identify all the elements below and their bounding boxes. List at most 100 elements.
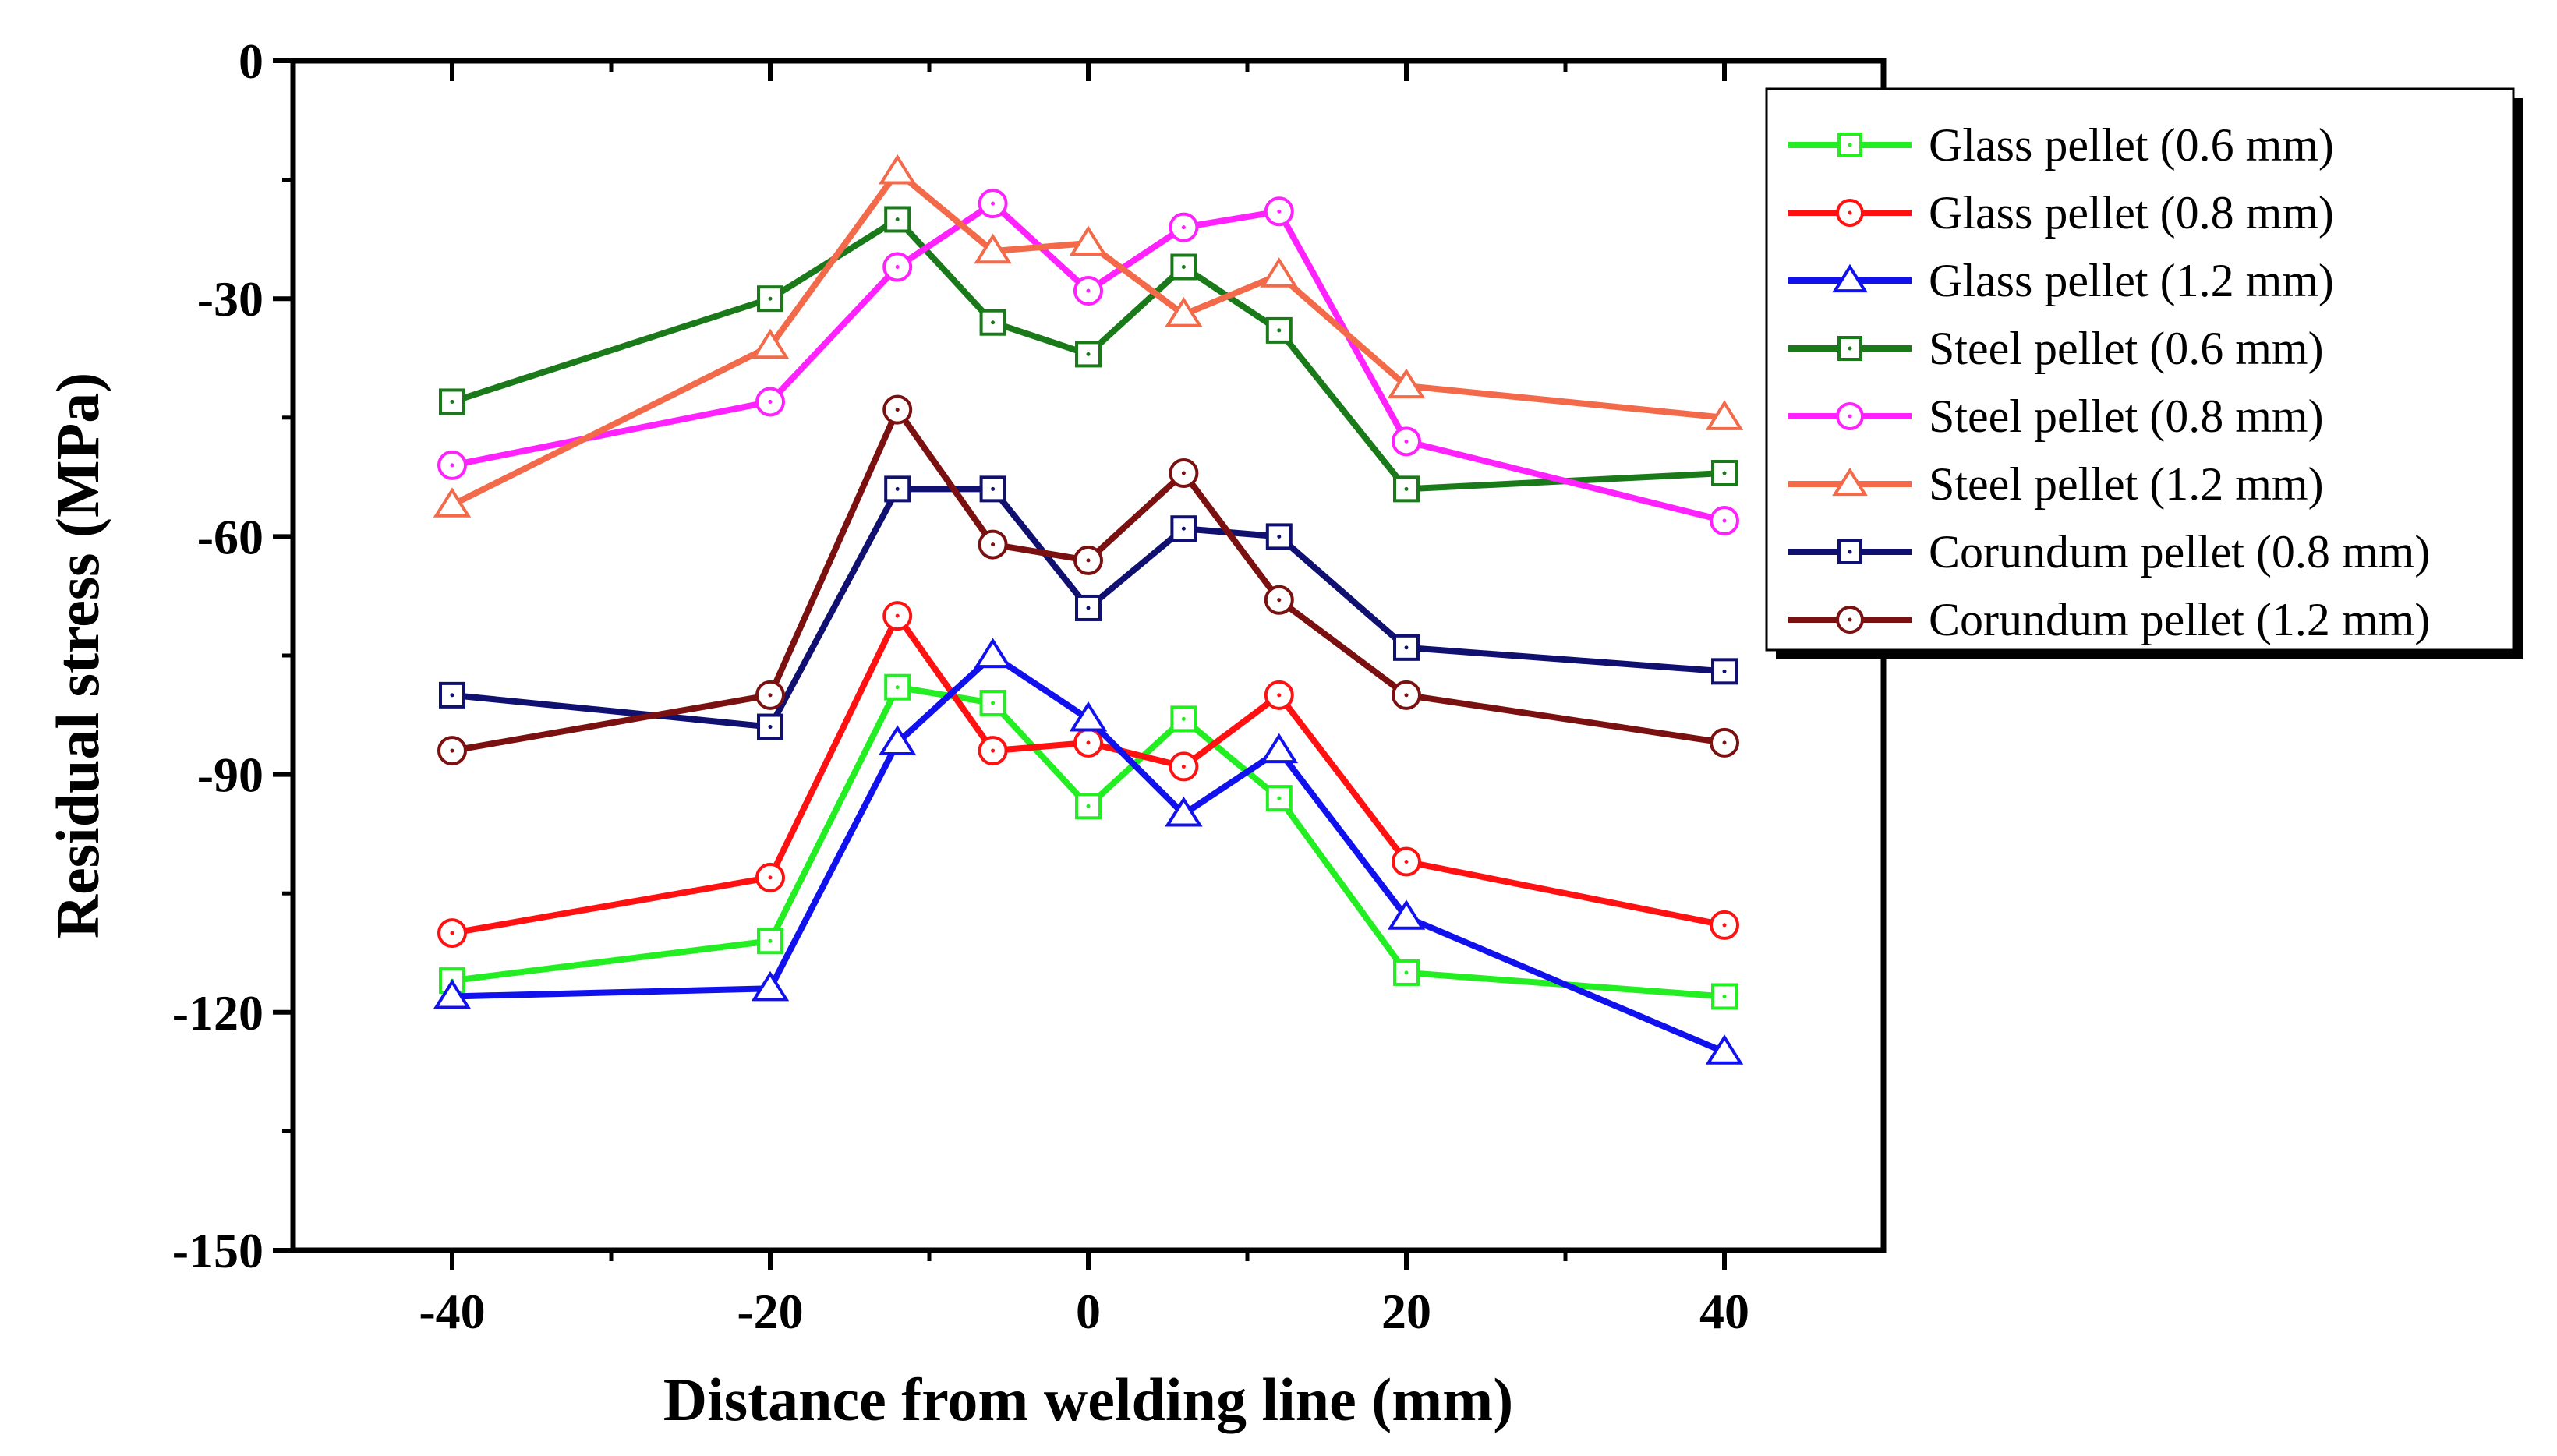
point-marker-dot <box>450 931 454 935</box>
point-marker-dot <box>1404 693 1409 698</box>
point-marker <box>757 713 783 740</box>
x-tick-label: 40 <box>1699 1284 1749 1339</box>
point-marker-dot <box>768 296 773 301</box>
series-4 <box>439 206 1738 503</box>
point-marker-dot <box>768 399 773 404</box>
point-marker <box>878 154 917 185</box>
point-marker-dot <box>1277 796 1282 800</box>
point-marker-dot <box>1404 439 1409 444</box>
point-marker-dot <box>1181 265 1186 270</box>
y-tick-label: -30 <box>197 271 263 327</box>
point-marker <box>1069 225 1108 256</box>
point-marker-dot <box>1277 328 1282 333</box>
point-marker-dot <box>895 486 900 491</box>
point-marker-dot <box>1848 143 1852 147</box>
series-line <box>451 406 1725 755</box>
point-marker-dot <box>1848 346 1852 351</box>
legend-entry: Corundum pellet (1.2 mm) <box>1788 594 2430 645</box>
point-marker-dot <box>1404 860 1409 864</box>
point-marker <box>974 233 1012 264</box>
series-8 <box>437 394 1739 766</box>
point-marker-dot <box>991 701 996 705</box>
legend-entry: Glass pellet (1.2 mm) <box>1788 255 2334 306</box>
point-marker-dot <box>1277 209 1282 214</box>
point-marker-dot <box>991 748 996 753</box>
legend-label: Glass pellet (1.2 mm) <box>1929 255 2334 306</box>
point-marker-dot <box>1722 923 1727 928</box>
point-marker-dot <box>1181 764 1186 769</box>
point-marker-dot <box>895 613 900 618</box>
legend-label: Steel pellet (1.2 mm) <box>1929 458 2324 510</box>
point-marker-dot <box>1722 994 1727 998</box>
point-marker <box>1069 701 1108 732</box>
legend-label: Steel pellet (0.6 mm) <box>1929 323 2324 374</box>
point-marker-dot <box>450 399 454 404</box>
x-tick-label: 0 <box>1076 1284 1101 1339</box>
x-tick-label: -20 <box>737 1284 803 1339</box>
point-marker-dot <box>991 201 996 206</box>
series-group <box>433 154 1744 1065</box>
point-marker-dot <box>1086 804 1091 808</box>
point-marker-dot <box>991 320 996 325</box>
legend-entry: Steel pellet (0.6 mm) <box>1788 323 2324 374</box>
point-marker <box>1705 400 1744 430</box>
point-marker-dot <box>1277 534 1282 539</box>
point-marker-dot <box>895 408 900 412</box>
legend-label: Glass pellet (0.6 mm) <box>1929 119 2334 171</box>
point-marker <box>1387 368 1426 399</box>
point-marker-dot <box>1722 518 1727 523</box>
point-marker-dot <box>1722 471 1727 475</box>
point-marker-dot <box>1086 740 1091 745</box>
point-marker-dot <box>768 875 773 880</box>
point-marker-dot <box>1404 486 1409 491</box>
point-marker-dot <box>1277 693 1282 698</box>
point-marker-dot <box>1722 669 1727 673</box>
y-tick-label: -120 <box>172 985 263 1041</box>
legend-box <box>1765 87 2515 652</box>
point-marker-dot <box>450 463 454 468</box>
point-marker-dot <box>895 265 900 270</box>
legend-entry: Steel pellet (1.2 mm) <box>1788 458 2324 510</box>
point-marker <box>1165 796 1203 827</box>
y-tick-label: -60 <box>197 509 263 564</box>
point-marker-dot <box>1086 288 1091 293</box>
point-marker-dot <box>1181 526 1186 531</box>
point-marker-dot <box>768 693 773 698</box>
point-marker <box>884 475 911 503</box>
legend-entry: Glass pellet (0.8 mm) <box>1788 187 2334 239</box>
point-marker-dot <box>895 685 900 690</box>
point-marker-dot <box>1848 210 1852 215</box>
x-tick-label: 20 <box>1381 1284 1431 1339</box>
y-tick-label: -150 <box>172 1223 263 1278</box>
y-tick-label: -90 <box>197 747 263 803</box>
point-marker-dot <box>1404 970 1409 975</box>
legend-label: Steel pellet (0.8 mm) <box>1929 391 2324 442</box>
point-marker <box>757 285 783 313</box>
x-tick-label: -40 <box>419 1284 485 1339</box>
point-marker-dot <box>1404 645 1409 650</box>
series-6 <box>433 154 1744 518</box>
point-marker <box>878 725 917 755</box>
legend-label: Glass pellet (0.8 mm) <box>1929 187 2334 239</box>
series-3 <box>433 638 1744 1065</box>
point-marker <box>974 638 1012 669</box>
point-marker <box>1260 733 1299 764</box>
point-marker-dot <box>768 725 773 730</box>
point-marker-dot <box>1722 740 1727 745</box>
legend-entry: Steel pellet (0.8 mm) <box>1788 391 2324 442</box>
point-marker <box>751 970 790 1002</box>
x-axis-title: Distance from welding line (mm) <box>663 1366 1513 1433</box>
y-tick-label: 0 <box>239 34 263 89</box>
series-2 <box>437 601 1739 949</box>
point-marker <box>1832 263 1868 293</box>
y-axis-title: Residual stress (MPa) <box>44 373 111 939</box>
point-marker <box>1393 475 1420 503</box>
point-marker-dot <box>895 217 900 221</box>
point-marker-dot <box>1086 558 1091 563</box>
point-marker-dot <box>1181 225 1186 230</box>
point-marker-dot <box>450 748 454 753</box>
series-line <box>451 613 1725 937</box>
legend-entry: Corundum pellet (0.8 mm) <box>1788 526 2430 578</box>
series-1 <box>439 673 1738 1010</box>
